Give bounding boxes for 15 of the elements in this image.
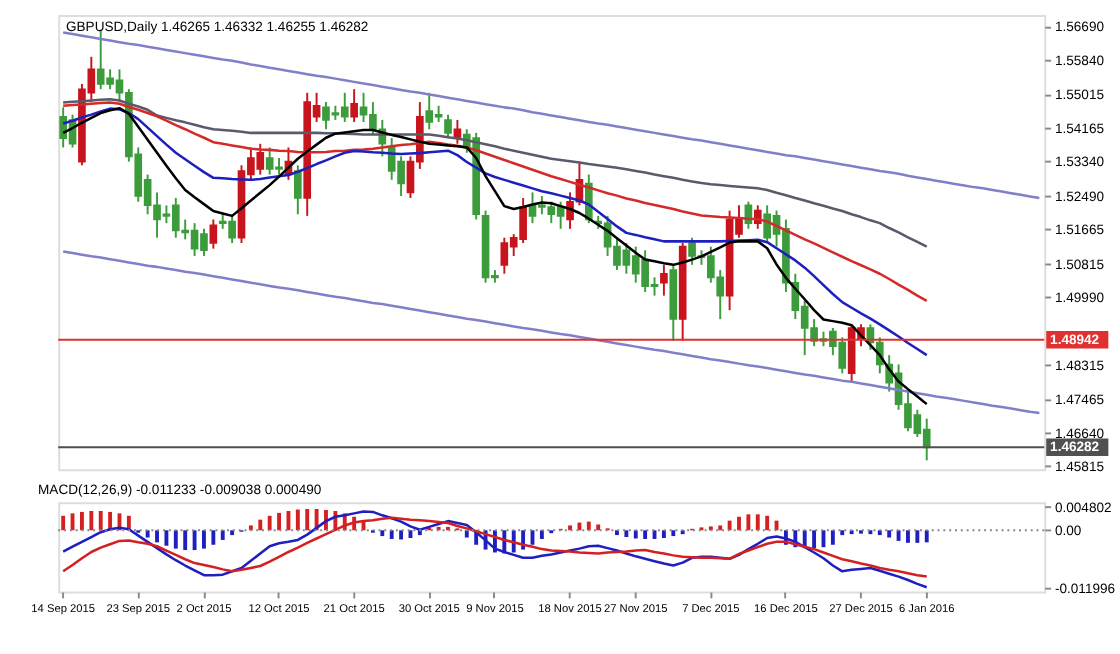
line-series bbox=[61, 107, 928, 357]
candlestick bbox=[350, 88, 358, 123]
candlestick bbox=[340, 91, 349, 123]
line-series bbox=[61, 101, 928, 303]
line-series bbox=[61, 516, 928, 578]
line-series bbox=[61, 510, 928, 589]
line-series bbox=[61, 31, 1041, 200]
candlestick bbox=[294, 164, 302, 216]
candlestick bbox=[922, 417, 931, 462]
candlestick bbox=[660, 263, 668, 297]
line-series bbox=[61, 250, 1041, 415]
candlestick bbox=[425, 91, 434, 131]
candlestick bbox=[209, 218, 218, 250]
line-series bbox=[61, 98, 928, 248]
line-series bbox=[61, 106, 928, 406]
